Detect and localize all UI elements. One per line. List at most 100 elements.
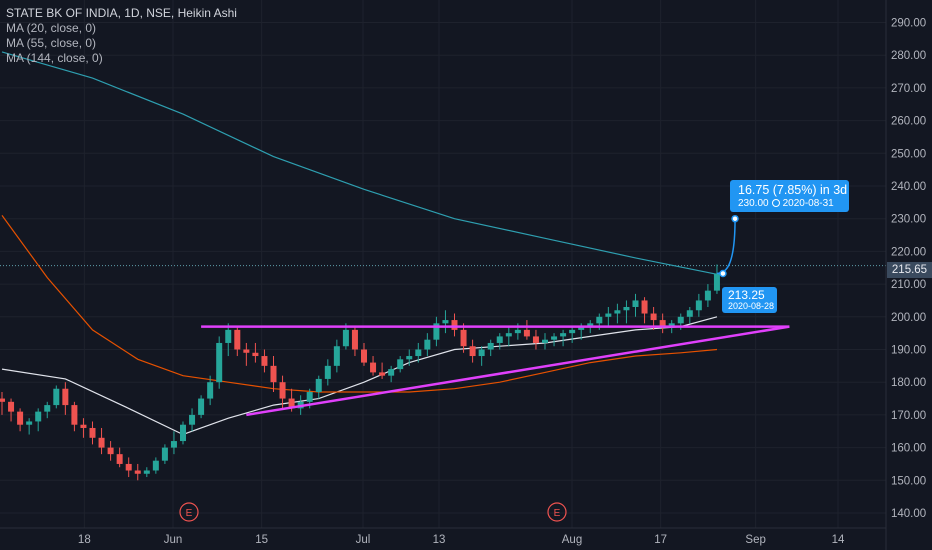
price-tick-label: 270.00 [891, 83, 926, 95]
moving-averages [1, 51, 718, 436]
candle-body [89, 427, 96, 438]
candle [433, 316, 440, 347]
candle-body [659, 320, 666, 327]
candle [53, 385, 60, 409]
earnings-marker[interactable]: E [179, 502, 199, 522]
candle-body [279, 382, 286, 399]
ma55-label[interactable]: MA (55, close, 0) [6, 36, 97, 50]
candle [207, 375, 214, 406]
trendlines[interactable] [201, 214, 790, 417]
candle-body [26, 421, 33, 425]
ma-line-55 [1, 215, 718, 393]
candle [26, 418, 33, 435]
candle [388, 365, 395, 383]
price-tick-label: 160.00 [891, 443, 926, 455]
candle [107, 441, 114, 461]
candle-body [170, 441, 177, 448]
candle [170, 431, 177, 455]
candle-body [125, 463, 132, 471]
candle [659, 313, 666, 334]
time-tick-label: 14 [832, 534, 845, 546]
candle-body [713, 273, 720, 291]
candle-body [487, 342, 494, 350]
candle-body [650, 313, 657, 321]
candle [704, 284, 711, 307]
candle [560, 329, 567, 347]
candle-body [704, 290, 711, 301]
start-price: 213.25 [728, 288, 765, 302]
candle-body [71, 405, 78, 425]
candle [143, 467, 150, 478]
candle-body [207, 382, 214, 399]
earnings-marker[interactable]: E [547, 502, 567, 522]
candle [161, 444, 168, 464]
price-tick-label: 220.00 [891, 246, 926, 258]
chart-legend: STATE BK OF INDIA, 1D, NSE, Heikin Ashi … [6, 6, 237, 66]
candle-body [442, 320, 449, 324]
candle-body [161, 447, 168, 461]
candle-body [379, 372, 386, 376]
candle [17, 408, 24, 432]
candle [98, 427, 105, 455]
candle-body [406, 356, 413, 360]
candle [496, 333, 503, 350]
candle [487, 339, 494, 357]
candle-body [695, 300, 702, 311]
time-tick-label: 18 [78, 534, 91, 546]
candle [35, 408, 42, 432]
candle-body [514, 329, 521, 334]
candle-body [53, 388, 60, 406]
candle [216, 336, 223, 389]
prediction-target-info: 230.00 2020-08-31 [738, 198, 834, 209]
ma144-label[interactable]: MA (144, close, 0) [6, 51, 103, 65]
candle-body [152, 460, 159, 471]
candle-body [116, 454, 123, 464]
candle-body [315, 378, 322, 393]
candle-body [686, 310, 693, 317]
candle [569, 326, 576, 343]
candle-body [569, 329, 576, 334]
candle-body [424, 339, 431, 350]
prediction-change: 16.75 (7.85%) in 3d [738, 183, 848, 197]
candle-body [134, 470, 141, 474]
candle [686, 306, 693, 324]
candle [532, 329, 539, 350]
ma20-label[interactable]: MA (20, close, 0) [6, 21, 97, 35]
candle [641, 297, 648, 324]
candle-body [225, 329, 232, 343]
candle [125, 457, 132, 478]
candle-body [270, 365, 277, 383]
candle-body [551, 336, 558, 340]
candle-body [8, 401, 15, 412]
candle [180, 421, 186, 445]
candle [397, 356, 404, 373]
candle-body [596, 316, 603, 324]
candle [315, 375, 322, 399]
candle-body [252, 352, 259, 357]
candle-body [98, 437, 105, 448]
time-tick-label: 15 [255, 534, 268, 546]
candle [415, 342, 422, 363]
candle [451, 313, 458, 337]
prediction-start-callout[interactable]: 213.25 2020-08-28 [722, 287, 777, 313]
support-trendline [246, 325, 790, 417]
clock-icon [771, 199, 780, 207]
candle [478, 346, 485, 366]
time-tick-label: Jul [356, 534, 371, 546]
symbol-title[interactable]: STATE BK OF INDIA, 1D, NSE, Heikin Ashi [6, 6, 237, 20]
candle-body [668, 323, 675, 327]
candle [695, 293, 702, 317]
candle [225, 323, 232, 357]
candle-body [532, 336, 539, 343]
candle-body [306, 392, 313, 402]
candle-body [451, 320, 458, 330]
prediction-target-callout[interactable]: 16.75 (7.85%) in 3d 230.00 2020-08-31 [730, 180, 849, 212]
candle [370, 356, 377, 376]
candle-body [261, 356, 268, 366]
candle [351, 326, 358, 357]
candle-body [180, 424, 186, 442]
